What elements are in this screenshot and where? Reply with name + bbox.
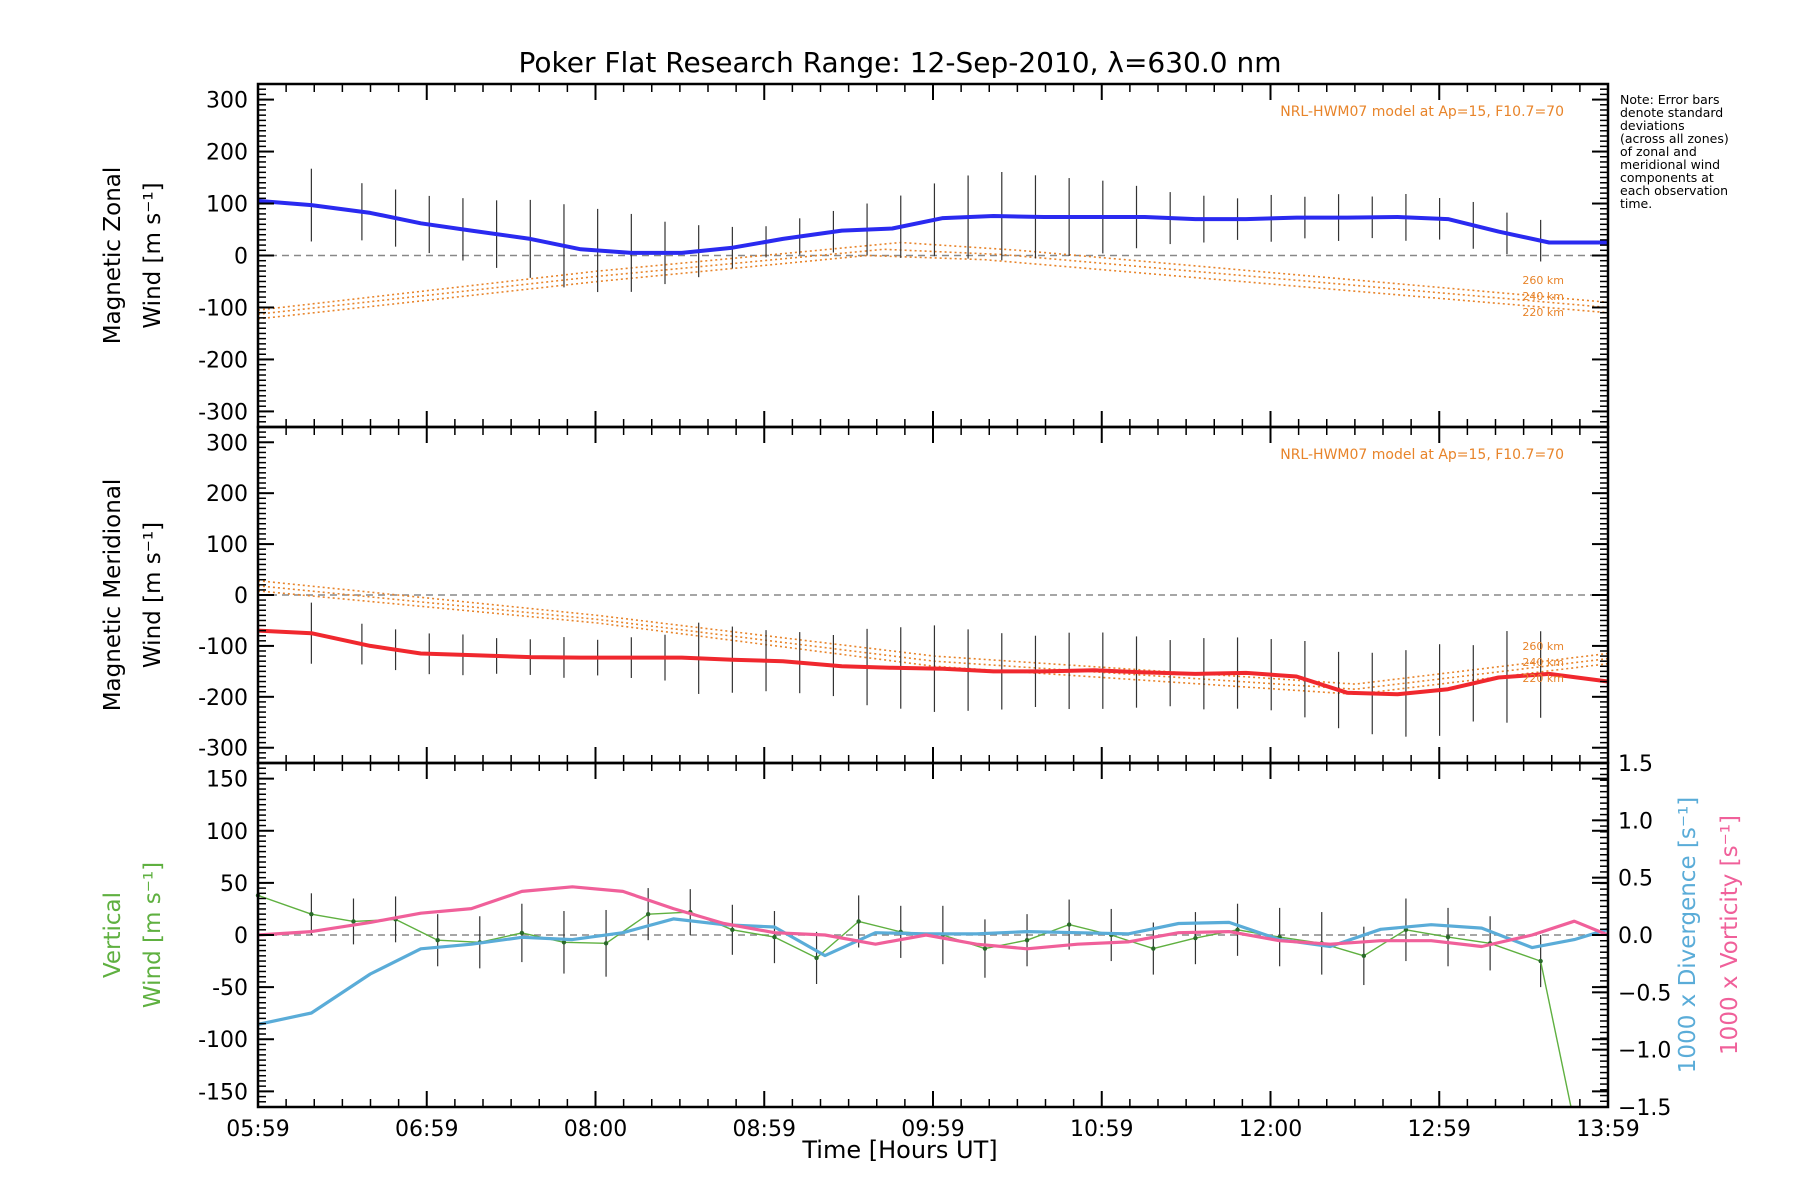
data-point (1538, 958, 1543, 964)
y-tick-label: 100 (206, 533, 248, 558)
y-axis-label: Magnetic Meridional (100, 479, 126, 712)
model-altitude-label: 220 km (1522, 306, 1564, 319)
y-tick-label: -100 (198, 296, 248, 321)
note-line: denote standard (1620, 105, 1723, 120)
x-tick-label: 10:59 (1070, 1117, 1133, 1142)
panel-zonal: 300 200 100 0 -100 -200 -300 Magnetic Zonal Wind… (100, 82, 1610, 429)
y-tick-label: -150 (198, 1080, 248, 1105)
divergence-axis-label: 1000 x Divergence [s⁻¹] (1675, 797, 1701, 1073)
x-tick-label: 12:59 (1408, 1117, 1471, 1142)
model-altitude-label: 240 km (1522, 656, 1564, 669)
data-point (1193, 935, 1198, 941)
panel-vertical: 150 100 50 0 -50 -100 -150 1.5 1.0 0.5 0.0 −0.5 −1.0… (100, 752, 1743, 1121)
x-tick-label: 06:59 (395, 1117, 458, 1142)
y-tick-label: 200 (206, 141, 248, 166)
model-curve-zonal-0 (257, 241, 1609, 311)
vorticity-axis-label: 1000 x Vorticity [s⁻¹] (1717, 815, 1743, 1055)
series-line-vertical-wind (258, 894, 1572, 1107)
y2-tick-label: −1.5 (1618, 1096, 1671, 1121)
y2-tick-label: 0.0 (1618, 924, 1653, 949)
data-point (982, 946, 988, 951)
y-tick-label: 0 (234, 245, 248, 270)
note-line: time. (1620, 196, 1652, 211)
y-tick-label: -100 (198, 1028, 248, 1053)
y2-tick-label: −1.0 (1618, 1039, 1671, 1064)
y2-tick-label: 1.5 (1618, 752, 1653, 777)
data-point (856, 919, 861, 924)
data-point (645, 911, 651, 917)
model-label: NRL-HWM07 model at Ap=15, F10.7=70 (1280, 447, 1564, 463)
data-point (1024, 938, 1030, 943)
data-point (351, 919, 356, 924)
y-tick-label: 150 (206, 768, 248, 793)
y2-tick-label: 1.0 (1618, 809, 1653, 834)
note-line: (across all zones) (1620, 131, 1729, 146)
y2-tick-label: −0.5 (1618, 981, 1671, 1006)
model-altitude-label: 240 km (1522, 290, 1564, 303)
x-axis-label: Time [Hours UT] (801, 1136, 997, 1164)
note-line: deviations (1620, 118, 1685, 133)
y-tick-label: -300 (198, 737, 248, 762)
data-point (730, 927, 735, 932)
x-tick-label: 05:59 (226, 1117, 289, 1142)
y-tick-label: 50 (220, 872, 248, 897)
y-tick-label: 300 (206, 89, 248, 114)
model-altitude-label: 260 km (1522, 274, 1564, 287)
y-axis-label: Wind [m s⁻¹] (140, 182, 166, 328)
y-tick-label: 100 (206, 193, 248, 218)
x-tick-label: 08:59 (733, 1117, 796, 1142)
y-axis-label: Wind [m s⁻¹] (140, 522, 166, 668)
y-tick-label: 300 (206, 431, 248, 456)
y-tick-label: -50 (212, 976, 248, 1001)
data-point (1151, 946, 1156, 951)
y-tick-label: 100 (206, 820, 248, 845)
y-tick-label: 0 (234, 924, 248, 949)
y-tick-label: -200 (198, 348, 248, 373)
series-line-1000-x-divergence (258, 917, 1608, 1026)
x-tick-label: 13:59 (1576, 1117, 1639, 1142)
x-tick-label: 08:00 (564, 1117, 627, 1142)
data-point (561, 940, 567, 945)
model-curve-zonal-1 (257, 248, 1609, 315)
model-label: NRL-HWM07 model at Ap=15, F10.7=70 (1280, 104, 1564, 120)
y-tick-label: 0 (234, 584, 248, 609)
x-tick-label: 12:00 (1239, 1117, 1302, 1142)
note-line: components at (1620, 170, 1714, 185)
y-axis-label: Vertical (100, 892, 126, 978)
y-tick-label: -100 (198, 635, 248, 660)
y-axis-label: Wind [m s⁻¹] (140, 862, 166, 1008)
series-line-1000-x-vorticity (258, 885, 1608, 951)
model-altitude-label: 260 km (1522, 640, 1564, 653)
plot-area: 300 200 100 0 -100 -200 -300 Magnetic Zonal Wind… (100, 82, 1743, 1142)
data-point (814, 955, 819, 961)
data-point (1066, 922, 1072, 927)
note-line: of zonal and (1620, 144, 1697, 159)
chart-title: Poker Flat Research Range: 12-Sep-2010, … (519, 46, 1282, 79)
y-tick-label: -200 (198, 686, 248, 711)
data-point (1361, 953, 1367, 959)
series-line-magnetic-meridional-wind (258, 628, 1608, 697)
data-point (1235, 927, 1240, 932)
data-point (519, 930, 525, 936)
y2-tick-label: 0.5 (1618, 867, 1653, 892)
model-curve-zonal-2 (257, 254, 1609, 320)
data-point (309, 911, 314, 917)
y-axis-label: Magnetic Zonal (100, 167, 126, 345)
data-point (603, 941, 609, 946)
note-line: Note: Error bars (1620, 92, 1719, 107)
note-line: each observation (1620, 183, 1728, 198)
data-point (772, 934, 777, 940)
data-point (1445, 934, 1451, 940)
series-line-magnetic-zonal-wind (258, 198, 1608, 255)
x-tick-label: 09:59 (901, 1117, 964, 1142)
model-altitude-label: 220 km (1522, 672, 1564, 685)
data-point (435, 938, 440, 943)
note-line: meridional wind (1620, 157, 1720, 172)
y-tick-label: -300 (198, 400, 248, 425)
panel-meridional: 300 200 100 0 -100 -200 -300 Magnetic Meridiona… (100, 425, 1610, 765)
y-tick-label: 200 (206, 482, 248, 507)
